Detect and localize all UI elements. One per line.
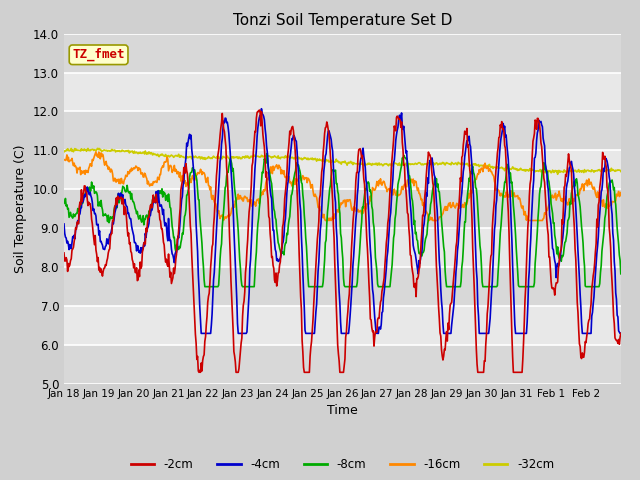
- Bar: [64, 189, 621, 228]
- Bar: [64, 150, 621, 189]
- Bar: [64, 345, 621, 384]
- Text: TZ_fmet: TZ_fmet: [72, 48, 125, 61]
- Bar: [64, 228, 621, 267]
- Bar: [64, 72, 621, 111]
- Y-axis label: Soil Temperature (C): Soil Temperature (C): [15, 144, 28, 273]
- Bar: [64, 267, 621, 306]
- Bar: [64, 111, 621, 150]
- Bar: [64, 306, 621, 345]
- Bar: [64, 34, 621, 72]
- Title: Tonzi Soil Temperature Set D: Tonzi Soil Temperature Set D: [233, 13, 452, 28]
- X-axis label: Time: Time: [327, 405, 358, 418]
- Legend: -2cm, -4cm, -8cm, -16cm, -32cm: -2cm, -4cm, -8cm, -16cm, -32cm: [126, 454, 559, 476]
